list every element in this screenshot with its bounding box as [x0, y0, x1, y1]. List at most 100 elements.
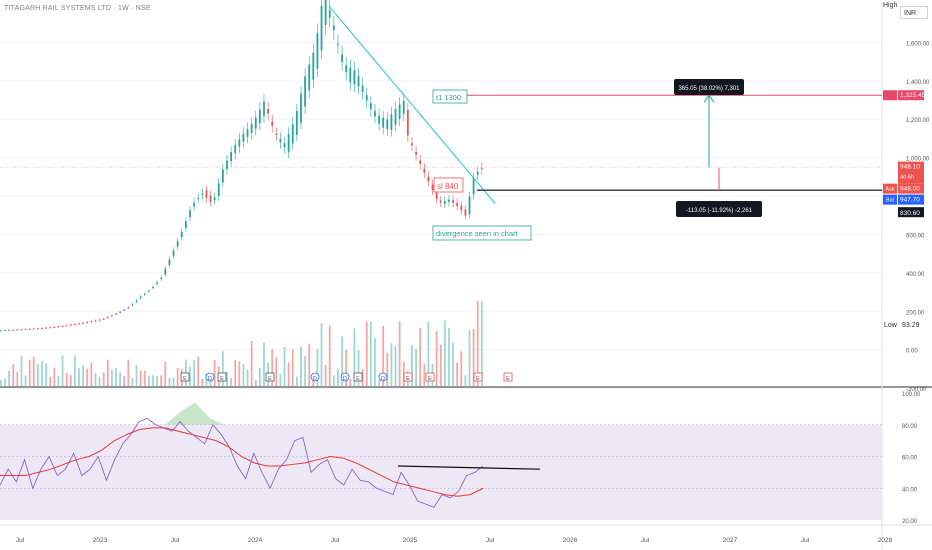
volume-bar	[139, 370, 142, 386]
volume-bar	[263, 342, 265, 386]
volume-bar	[209, 376, 212, 386]
candle-body	[320, 5, 323, 51]
bid-value-box	[898, 194, 924, 205]
upper-measure-box	[674, 79, 744, 95]
candle-body	[337, 43, 339, 45]
last-price: 948.10	[900, 164, 920, 171]
volume-bar	[234, 360, 237, 386]
time-axis-label: 2023	[93, 537, 108, 544]
candle-body	[189, 210, 191, 218]
dividend-marker	[378, 372, 388, 382]
volume-bar	[423, 363, 426, 386]
ask-label: Ask	[885, 187, 894, 193]
time-axis-label: Jul	[171, 537, 180, 544]
candle-body	[180, 231, 183, 238]
divergence-line	[397, 465, 541, 470]
rsi-line	[0, 417, 484, 508]
volume-bar	[365, 321, 368, 386]
volume-bar	[341, 336, 343, 386]
volume-bar	[176, 367, 179, 386]
candle-body	[304, 76, 306, 107]
candle-body	[406, 109, 409, 136]
candle-body	[106, 317, 109, 319]
candle-body	[69, 324, 72, 326]
candle-body	[357, 76, 360, 87]
candle-body	[263, 101, 265, 117]
earnings-marker-label: E	[476, 376, 480, 382]
candle-body	[16, 329, 19, 331]
rsi-overbought-fill	[165, 402, 225, 425]
volume-bar	[78, 368, 80, 386]
candle-body	[65, 325, 68, 327]
price-axis-label: 200.00	[906, 310, 925, 316]
volume-bar	[69, 374, 72, 386]
dividend-marker-label: D	[313, 376, 317, 382]
candle-body	[176, 241, 179, 247]
volume-bar	[226, 371, 228, 386]
bid-label: Bid	[886, 198, 894, 204]
volume-bar	[168, 377, 171, 386]
volume-bar	[98, 376, 101, 386]
candle-body	[226, 160, 228, 170]
candle-body	[316, 33, 319, 69]
candle-body	[250, 123, 253, 133]
earnings-marker	[503, 372, 513, 382]
candle-body	[36, 328, 39, 330]
volume-bar	[28, 359, 31, 386]
candle-body	[28, 328, 31, 330]
lower-measure-text: -113.05 (-11.92%) -2,261	[686, 208, 753, 214]
volume-bar	[374, 337, 376, 386]
volume-bar	[361, 369, 364, 386]
volume-bar	[73, 355, 76, 386]
candle-body	[448, 199, 450, 202]
volume-bar	[369, 321, 372, 386]
bid-value: 947.70	[900, 197, 920, 204]
earnings-marker	[217, 372, 227, 382]
earnings-marker	[403, 372, 413, 382]
dividend-marker	[310, 372, 320, 382]
volume-bar	[213, 360, 216, 386]
earnings-marker-label: E	[428, 376, 432, 382]
volume-bar	[242, 363, 245, 386]
candle-body	[73, 324, 76, 326]
volume-bar	[419, 327, 422, 386]
volume-bar	[131, 377, 134, 386]
candle-body	[287, 133, 290, 153]
volume-bar	[4, 378, 6, 386]
candle-body	[152, 286, 154, 288]
candle-body	[168, 259, 171, 266]
volume-bar	[328, 325, 331, 386]
candle-body	[110, 315, 113, 317]
volume-bar	[164, 361, 167, 386]
candle-body	[472, 177, 475, 195]
volume-bar	[41, 360, 43, 386]
volume-bar	[24, 375, 27, 386]
candle-body	[427, 176, 430, 182]
volume-bar	[386, 352, 389, 386]
candle-body	[143, 293, 146, 295]
volume-bar	[115, 368, 117, 386]
volume-bar	[201, 378, 204, 386]
candle-body	[209, 195, 212, 203]
volume-bar	[378, 379, 380, 386]
time-axis-label: Jul	[331, 537, 340, 544]
candle-body	[411, 143, 413, 146]
volume-bar	[82, 365, 85, 386]
divergence-note-box	[432, 225, 532, 241]
dividend-marker-label: D	[343, 376, 347, 382]
candle-body	[8, 329, 11, 331]
price-axis-label: 1,200.00	[906, 118, 930, 124]
candle-body	[86, 322, 89, 324]
volume-bar	[221, 351, 224, 386]
volume-bar	[382, 325, 385, 386]
candle-body	[300, 93, 302, 123]
candle-body	[61, 325, 64, 327]
volume-bar	[476, 301, 479, 386]
candle-body	[258, 109, 261, 124]
currency-button[interactable]: INR	[900, 6, 928, 19]
volume-bar	[110, 369, 113, 386]
volume-bar	[279, 374, 282, 386]
earnings-marker	[473, 372, 483, 382]
candle-body	[102, 318, 105, 320]
